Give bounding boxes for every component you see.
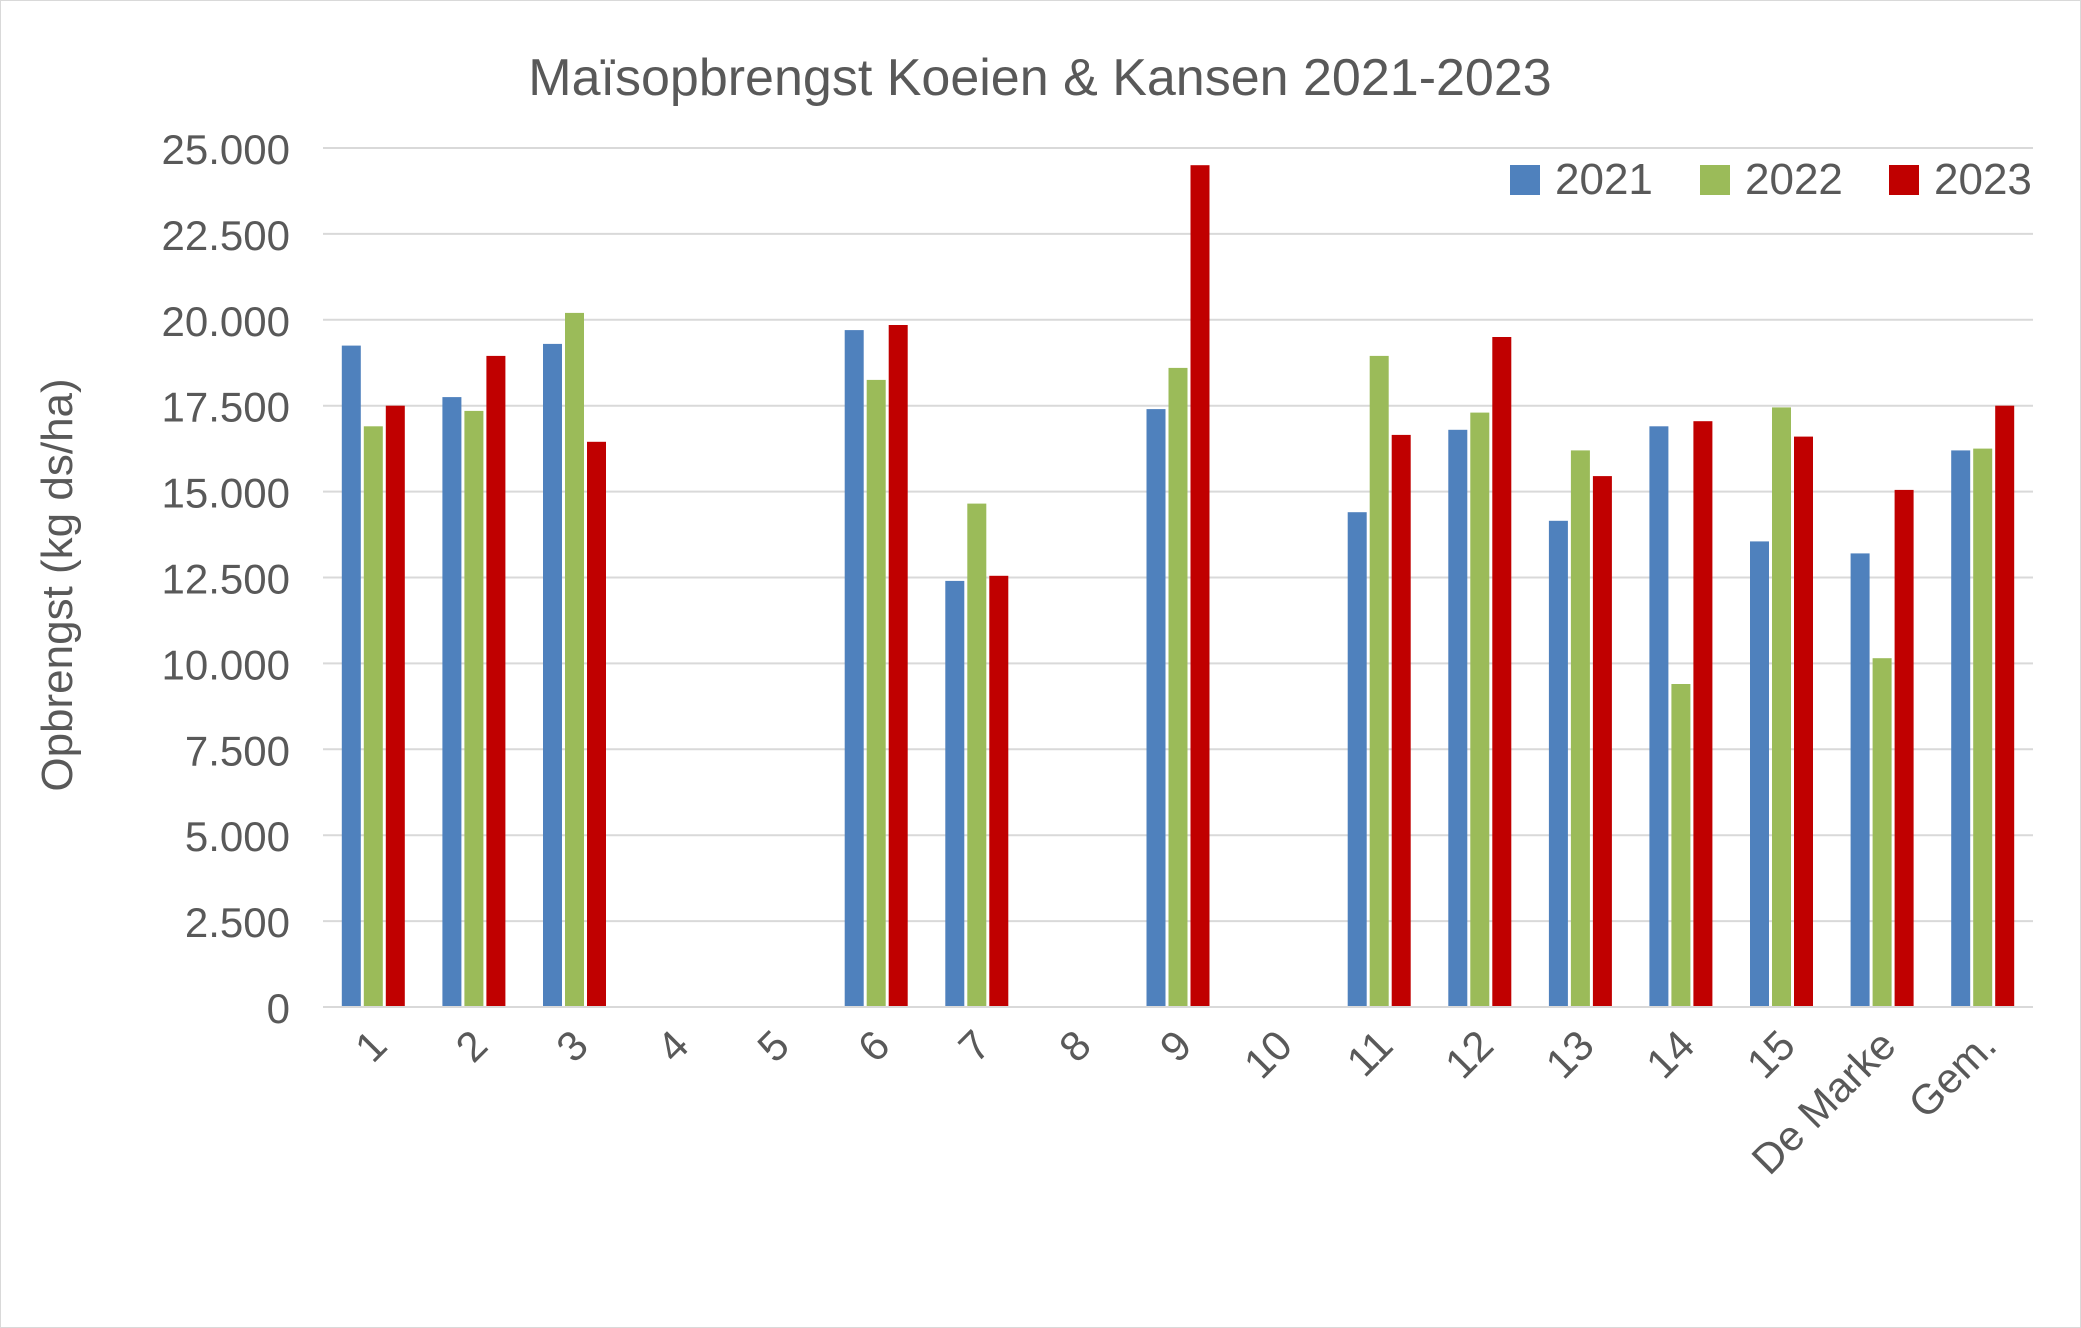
bar-2022-3 bbox=[565, 312, 584, 1007]
bar-2023-13 bbox=[1592, 476, 1612, 1008]
x-tick-label: 10 bbox=[1235, 1021, 1301, 1087]
bar-2021-15 bbox=[1750, 541, 1769, 1007]
bar-2021-2 bbox=[442, 397, 462, 1008]
bar-2022-6 bbox=[866, 379, 886, 1007]
y-tick-label: 22.500 bbox=[162, 212, 290, 259]
y-tick-label: 7.500 bbox=[185, 727, 290, 774]
bar-2022-11 bbox=[1369, 355, 1389, 1007]
bar-2022-1 bbox=[363, 426, 383, 1007]
x-tick-label: 14 bbox=[1637, 1021, 1703, 1087]
y-tick-label: 10.000 bbox=[162, 641, 290, 688]
gridlines bbox=[323, 147, 2033, 923]
bar-2023-15 bbox=[1794, 436, 1813, 1008]
x-tick-label: 4 bbox=[648, 1021, 698, 1071]
y-tick-label: 25.000 bbox=[162, 126, 290, 173]
legend: 2021 2022 2023 bbox=[1510, 155, 2032, 204]
bar-2023-7 bbox=[989, 575, 1009, 1007]
x-tick-label: 2 bbox=[447, 1021, 497, 1071]
bar-2022-12 bbox=[1470, 412, 1490, 1008]
bar-2021-6 bbox=[844, 330, 864, 1008]
bar-2021-9 bbox=[1146, 409, 1166, 1008]
y-tick-label: 5.000 bbox=[185, 813, 290, 860]
bar-2023-9 bbox=[1190, 165, 1210, 1007]
y-tick-label: 17.500 bbox=[162, 384, 290, 431]
bar-2022-2 bbox=[464, 410, 484, 1007]
legend-label-2021: 2021 bbox=[1555, 155, 1653, 204]
bar-2023-3 bbox=[587, 441, 606, 1007]
bar-2022-de-marke bbox=[1872, 658, 1892, 1007]
bar-2022-7 bbox=[967, 503, 987, 1007]
bar-2023-14 bbox=[1693, 421, 1713, 1007]
y-tick-label: 12.500 bbox=[162, 556, 290, 603]
bar-2021-de-marke bbox=[1850, 553, 1870, 1007]
bar-2021-1 bbox=[341, 345, 361, 1008]
bar-2021-14 bbox=[1649, 426, 1669, 1007]
x-tick-label: 6 bbox=[849, 1021, 899, 1071]
bar-2021-12 bbox=[1448, 429, 1468, 1007]
x-tick-label: 5 bbox=[748, 1021, 798, 1071]
bar-2021-13 bbox=[1548, 520, 1568, 1007]
y-tick-label: 2.500 bbox=[185, 899, 290, 946]
bar-2023-1 bbox=[385, 405, 405, 1007]
bar-2023-2 bbox=[486, 355, 506, 1007]
bar-2021-3 bbox=[543, 343, 562, 1007]
x-tick-label: 3 bbox=[547, 1021, 597, 1071]
x-tick-label: 9 bbox=[1151, 1021, 1201, 1071]
legend-swatch-2021 bbox=[1510, 165, 1540, 195]
bar-2022-15 bbox=[1772, 407, 1791, 1007]
bar-2023-gem- bbox=[1995, 405, 2015, 1007]
legend-label-2023: 2023 bbox=[1934, 155, 2032, 204]
legend-swatch-2023 bbox=[1889, 165, 1919, 195]
bar-2021-7 bbox=[945, 580, 965, 1007]
y-axis-ticks: 0 2.500 5.000 7.500 10.000 12.500 15.000 17.500… bbox=[162, 126, 290, 1032]
y-tick-label: 15.000 bbox=[162, 470, 290, 517]
x-tick-label: 1 bbox=[346, 1021, 396, 1071]
x-tick-label: 15 bbox=[1738, 1021, 1804, 1087]
x-tick-label: 8 bbox=[1050, 1021, 1100, 1071]
bar-2021-11 bbox=[1347, 512, 1367, 1007]
bar-2023-6 bbox=[888, 325, 908, 1007]
x-tick-label: 12 bbox=[1436, 1021, 1502, 1087]
bar-2022-gem- bbox=[1973, 448, 1993, 1008]
y-tick-label: 0 bbox=[267, 985, 290, 1032]
x-tick-label: 11 bbox=[1337, 1021, 1401, 1085]
bar-2023-de-marke bbox=[1894, 489, 1914, 1007]
legend-label-2022: 2022 bbox=[1745, 155, 1843, 204]
bar-2023-12 bbox=[1492, 337, 1512, 1007]
legend-swatch-2022 bbox=[1700, 165, 1730, 195]
y-tick-label: 20.000 bbox=[162, 298, 290, 345]
x-tick-label: 7 bbox=[949, 1021, 999, 1071]
chart-title: Maïsopbrengst Koeien & Kansen 2021-2023 bbox=[528, 49, 1551, 107]
bar-2021-gem- bbox=[1951, 450, 1971, 1007]
bars bbox=[341, 165, 2015, 1008]
y-axis-title: Opbrengst (kg ds/ha) bbox=[33, 378, 82, 791]
bar-2023-11 bbox=[1391, 434, 1411, 1007]
bar-2022-9 bbox=[1168, 367, 1188, 1007]
x-tick-label: Gem. bbox=[1899, 1021, 2005, 1127]
bar-2022-13 bbox=[1570, 450, 1590, 1007]
bar-2022-14 bbox=[1671, 684, 1691, 1007]
x-tick-label: 13 bbox=[1536, 1021, 1602, 1087]
